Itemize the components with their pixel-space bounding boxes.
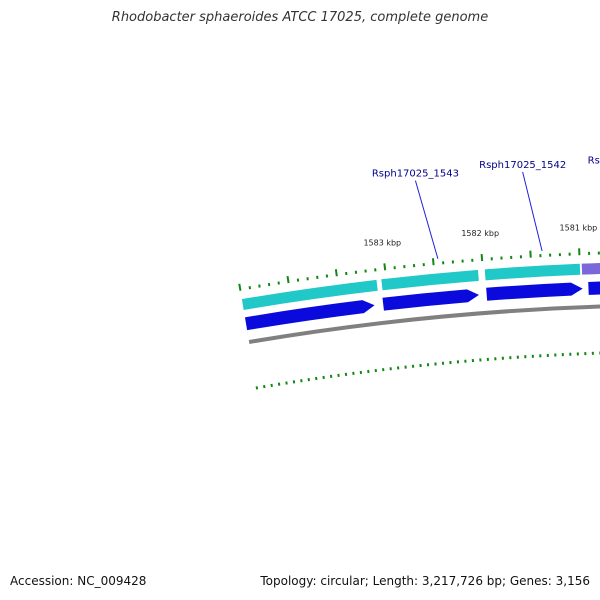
gc-tick	[480, 253, 484, 262]
gc-tick	[286, 275, 290, 284]
gene-label-layer: Rsph17025_1543 Rsph17025_1542 Rsph17025_15…	[372, 156, 600, 259]
cog-block	[381, 269, 479, 291]
cds-arrow	[486, 282, 583, 301]
gene-label: Rsph17025_1542	[479, 160, 566, 171]
accession-label: Accession: NC_009428	[10, 574, 147, 588]
gene-label: Rsph17025_1541	[588, 156, 600, 167]
backbone-line	[248, 304, 600, 344]
cog-block	[484, 263, 581, 281]
gc-tick	[431, 258, 435, 266]
gc-tick	[238, 283, 242, 291]
genome-title: Rhodobacter sphaeroides ATCC 17025, comp…	[111, 10, 489, 25]
kbp-tick-label: 1583 kbp	[363, 238, 401, 247]
cds-arrow	[244, 300, 375, 331]
gc-tick	[255, 386, 259, 390]
cog-track	[241, 263, 600, 310]
kbp-tick-label: 1581 kbp	[560, 223, 598, 232]
gc-content-track-lower	[255, 351, 600, 390]
gc-tick	[334, 269, 338, 277]
gc-tick	[383, 263, 387, 271]
kbp-tick-label: 1582 kbp	[461, 229, 499, 238]
gene-leader-line	[522, 171, 543, 252]
cog-block	[241, 279, 378, 310]
genome-summary: Topology: circular; Length: 3,217,726 bp…	[260, 574, 590, 588]
gene-label: Rsph17025_1543	[372, 169, 459, 180]
cds-arrow	[588, 281, 600, 295]
cds-arrow	[382, 289, 479, 311]
gc-content-track-upper	[238, 248, 600, 291]
cds-track	[244, 281, 600, 331]
cog-block	[581, 263, 600, 275]
genome-backbone	[248, 304, 600, 344]
gene-leader-line	[414, 180, 439, 259]
